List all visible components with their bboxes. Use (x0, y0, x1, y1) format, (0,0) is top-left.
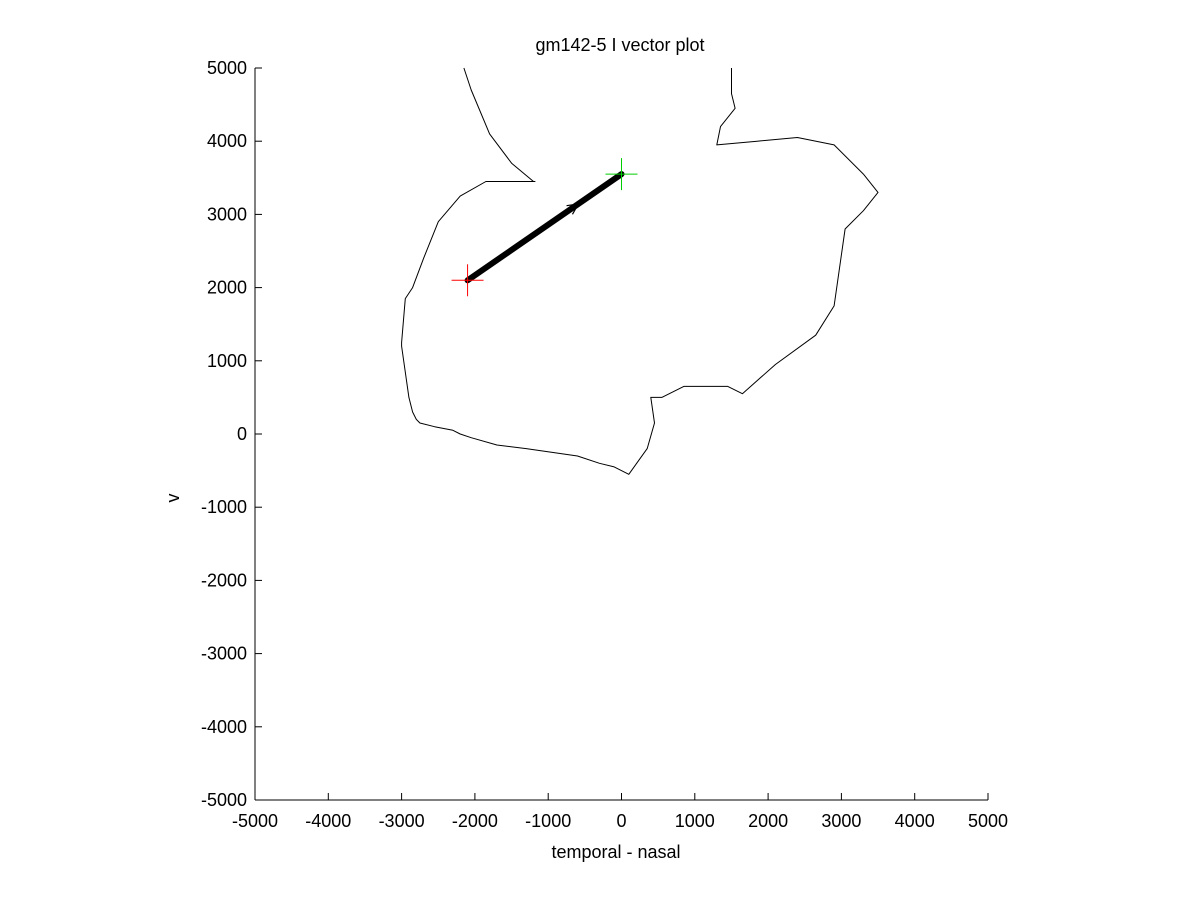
axes: -5000 -4000 -3000 -2000 -1000 0 1000 2000 3000 40… (201, 58, 1008, 831)
x-tick-label: 1000 (675, 811, 715, 831)
end-marker (605, 158, 638, 191)
x-tick-label: 0 (616, 811, 626, 831)
x-axis-label: temporal - nasal (551, 842, 680, 862)
y-tick-label: 3000 (207, 204, 247, 224)
chart-title: gm142-5 I vector plot (535, 35, 704, 55)
y-tick-label: 4000 (207, 131, 247, 151)
y-tick-label: -5000 (201, 790, 247, 810)
vector-line (464, 171, 625, 284)
x-tick-label: 3000 (821, 811, 861, 831)
y-tick-label: -2000 (201, 570, 247, 590)
start-marker (451, 264, 484, 297)
vector-arrowhead (566, 203, 580, 215)
x-tick-label: 5000 (968, 811, 1008, 831)
x-tick-label: -4000 (305, 811, 351, 831)
y-tick-label: -4000 (201, 717, 247, 737)
y-tick-label: -3000 (201, 644, 247, 664)
x-tick-label: 4000 (895, 811, 935, 831)
y-tick-label: 2000 (207, 278, 247, 298)
field-outline-line (401, 67, 879, 475)
x-tick-label: -1000 (525, 811, 571, 831)
y-tick-label: -1000 (201, 497, 247, 517)
x-tick-label: 2000 (748, 811, 788, 831)
data-layer (401, 67, 879, 475)
x-tick-label: -5000 (232, 811, 278, 831)
y-tick-label: 5000 (207, 58, 247, 78)
x-tick-label: -2000 (452, 811, 498, 831)
y-tick-label: 1000 (207, 351, 247, 371)
y-axis-label: v (163, 494, 183, 503)
y-tick-label: 0 (237, 424, 247, 444)
x-tick-label: -3000 (379, 811, 425, 831)
